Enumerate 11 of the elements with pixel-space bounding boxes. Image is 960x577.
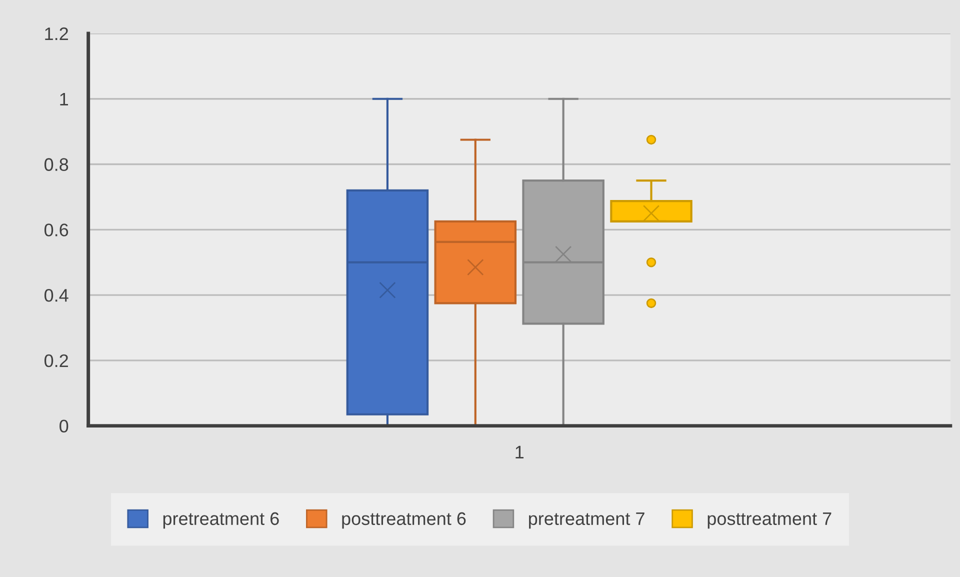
y-tick-label: 0.2 [44, 354, 68, 368]
legend-label: posttreatment 7 [708, 512, 832, 529]
y-tick-label: 0.6 [44, 224, 68, 236]
y-tick-label: 0.8 [44, 158, 68, 171]
legend-label: posttreatment 6 [342, 512, 466, 529]
y-tick-label: 1 [60, 92, 68, 106]
legend-label: pretreatment 6 [163, 512, 279, 529]
y-tick-label: 0.4 [44, 288, 68, 302]
y-tick-label: 1.2 [45, 27, 68, 40]
legend-label: pretreatment 7 [529, 512, 644, 529]
y-tick-label: 0 [60, 420, 68, 433]
